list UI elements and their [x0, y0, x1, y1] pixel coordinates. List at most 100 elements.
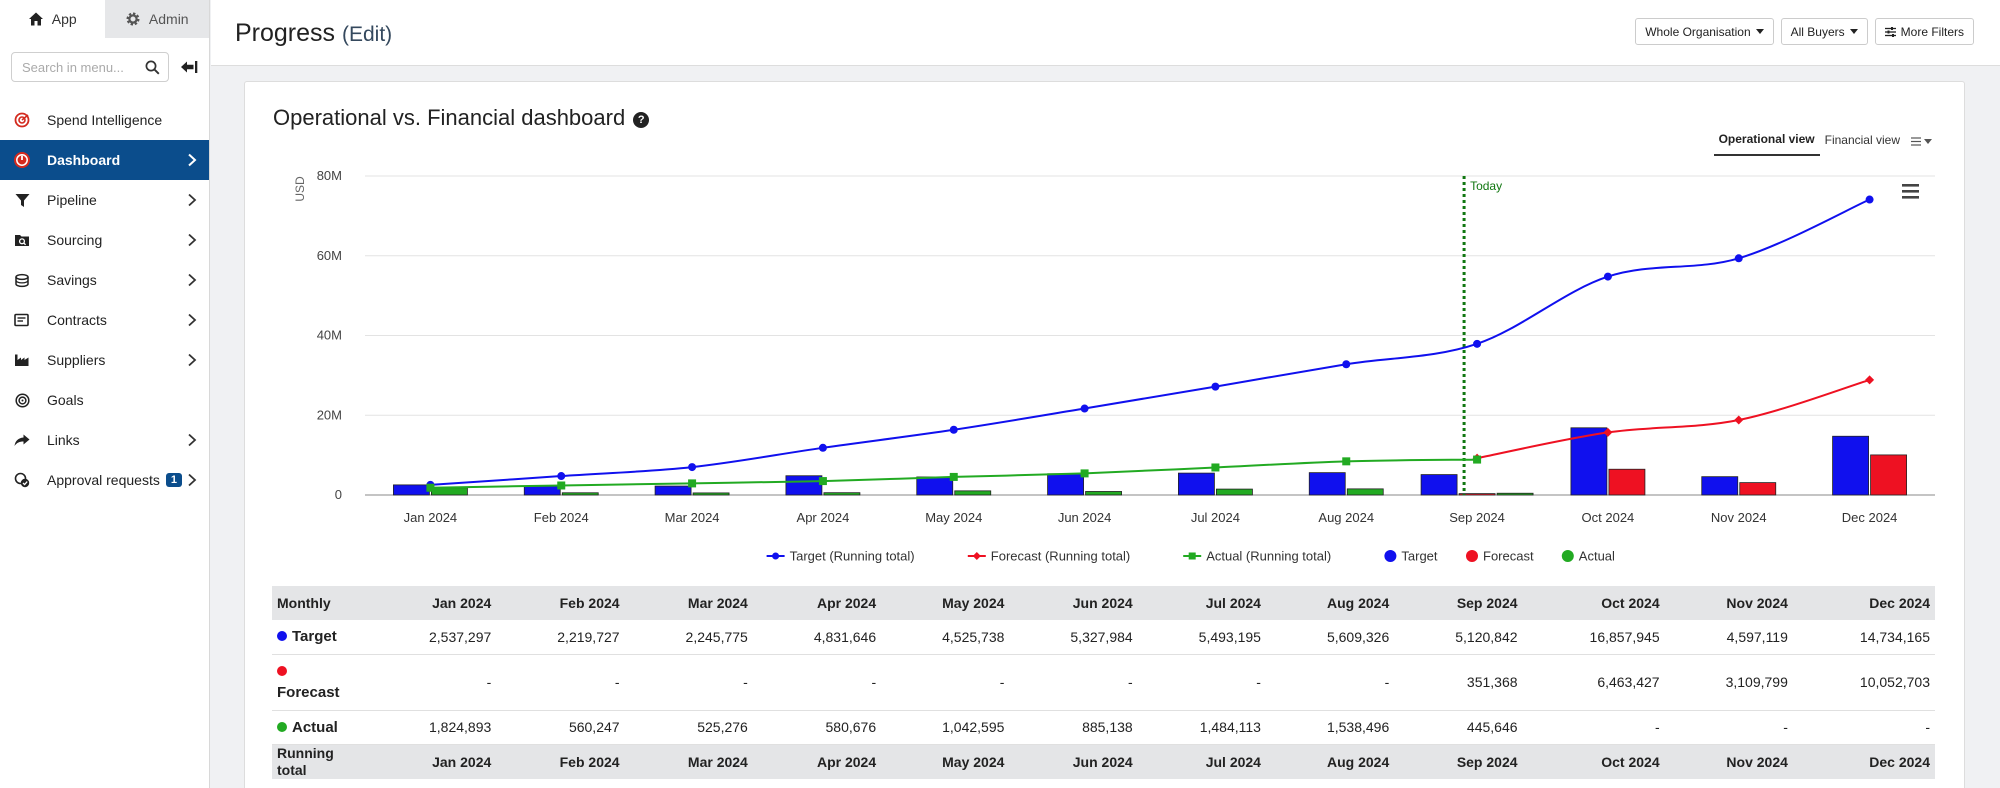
legend-item[interactable]: Target [1384, 549, 1438, 564]
table-header-cell: Nov 2024 [1664, 744, 1793, 779]
line-point [818, 443, 827, 452]
more-filters-button[interactable]: More Filters [1874, 18, 1974, 45]
legend-item[interactable]: Actual [1561, 549, 1615, 564]
table-header-cell: Dec 2024 [1792, 586, 1935, 620]
table-row-target: Target 2,537,297 2,219,727 2,245,775 4,8… [272, 620, 1935, 655]
table-header-cell: Apr 2024 [752, 744, 882, 779]
table-cell: 3,109,799 [1664, 654, 1793, 711]
bar-forecast [1458, 493, 1496, 496]
table-cell: 14,734,165 [1792, 620, 1935, 655]
help-icon[interactable]: ? [633, 111, 650, 128]
sidebar-tabs: App Admin [0, 0, 209, 38]
bar-actual [823, 492, 861, 496]
organisation-filter-dropdown[interactable]: Whole Organisation [1635, 18, 1774, 45]
tab-admin[interactable]: Admin [104, 0, 209, 38]
sidebar-item-label: Contracts [47, 312, 107, 328]
edit-link[interactable]: (Edit) [342, 23, 393, 46]
line-point [557, 481, 566, 490]
collapse-sidebar-button[interactable] [179, 57, 199, 77]
buyers-filter-dropdown[interactable]: All Buyers [1780, 18, 1868, 45]
search-icon[interactable] [145, 60, 160, 75]
sidebar-item-suppliers[interactable]: Suppliers [0, 340, 209, 380]
legend-item[interactable]: Forecast (Running total) [967, 549, 1130, 564]
chevron-right-icon [188, 313, 197, 327]
caret-down-icon [1849, 29, 1858, 34]
table-cell: 6,463,427 [1522, 654, 1665, 711]
table-cell: - [624, 654, 753, 711]
row-label-cell: Actual [272, 710, 368, 745]
view-options-menu[interactable] [1911, 136, 1932, 146]
card-title-text: Operational vs. Financial dashboard [273, 105, 626, 130]
y-tick-label: 20M [317, 407, 342, 422]
x-tick-label: Feb 2024 [534, 510, 589, 525]
chart-menu-icon[interactable] [1902, 184, 1919, 199]
target-icon [13, 391, 31, 409]
sidebar-item-sourcing[interactable]: Sourcing [0, 220, 209, 260]
line-point [688, 463, 697, 472]
sidebar-item-label: Goals [47, 392, 84, 408]
sidebar-item-goals[interactable]: Goals [0, 380, 209, 420]
organisation-filter-label: Whole Organisation [1645, 24, 1751, 39]
list-icon [1911, 136, 1921, 146]
line-point [949, 425, 958, 434]
bar-actual [692, 492, 730, 496]
table-header-cell: Dec 2024 [1792, 744, 1935, 779]
tab-app[interactable]: App [0, 0, 105, 38]
y-axis-label: USD [293, 176, 307, 202]
legend-item[interactable]: Target (Running total) [766, 549, 915, 564]
approval-icon [13, 471, 31, 489]
sidebar-item-links[interactable]: Links [0, 420, 209, 460]
sidebar-item-contracts[interactable]: Contracts [0, 300, 209, 340]
table-row-forecast: Forecast - - - - - - - - 351,368 6,463,4… [272, 654, 1935, 711]
sidebar-item-spend-intelligence[interactable]: Spend Intelligence [0, 100, 209, 140]
table-cell: 5,609,326 [1265, 620, 1395, 655]
table-header-cell: Aug 2024 [1265, 586, 1395, 620]
tab-operational-view[interactable]: Operational view [1713, 126, 1820, 156]
sidebar-item-label: Dashboard [47, 152, 121, 168]
table-cell: 10,052,703 [1792, 654, 1935, 711]
menu-search-input[interactable] [22, 59, 145, 75]
legend-label: Forecast [1483, 549, 1534, 564]
table-cell: 2,245,775 [624, 620, 753, 655]
x-tick-label: Sep 2024 [1449, 510, 1505, 525]
tab-admin-label: Admin [148, 11, 189, 27]
bar-actual [1085, 491, 1122, 496]
x-tick-label: Aug 2024 [1318, 510, 1374, 525]
sidebar-item-approval-requests[interactable]: Approval requests 1 [0, 460, 209, 500]
table-cell: 1,042,595 [881, 710, 1010, 745]
table-header-cell: May 2024 [881, 744, 1010, 779]
legend-item[interactable]: Forecast [1466, 549, 1534, 564]
today-label: Today [1470, 179, 1502, 193]
table-header-row: Monthly Jan 2024 Feb 2024 Mar 2024 Apr 2… [272, 586, 1935, 620]
table-cell: - [368, 654, 497, 711]
view-tabs: Operational view Financial view [1713, 126, 1932, 156]
table-cell: - [1522, 710, 1665, 745]
table-header-cell: May 2024 [881, 586, 1010, 620]
legend-marker [1561, 550, 1574, 562]
sidebar-item-pipeline[interactable]: Pipeline [0, 180, 209, 220]
x-tick-label: Nov 2024 [1711, 510, 1767, 525]
line-point [1603, 427, 1613, 437]
bar-actual [1346, 488, 1384, 496]
sliders-icon [1884, 26, 1896, 37]
gear-icon [126, 12, 140, 26]
x-tick-label: Dec 2024 [1842, 510, 1898, 525]
line-point [426, 483, 435, 492]
bar-target [1701, 476, 1739, 496]
line-point [1734, 254, 1743, 263]
legend-item[interactable]: Actual (Running total) [1183, 549, 1331, 564]
target-dot-icon [277, 631, 287, 642]
table-header-cell: Running total [272, 744, 368, 779]
table-header-cell: Apr 2024 [752, 586, 882, 620]
buyers-filter-label: All Buyers [1790, 24, 1845, 39]
bar-target [785, 475, 823, 496]
sidebar-item-savings[interactable]: Savings [0, 260, 209, 300]
line-point [1342, 360, 1351, 369]
dashboard-gauge-icon [13, 151, 31, 169]
y-tick-label: 0 [335, 487, 342, 502]
chevron-right-icon [188, 273, 197, 287]
caret-down-icon [1924, 138, 1932, 144]
tab-financial-view[interactable]: Financial view [1824, 133, 1900, 147]
row-label-cell: Target [272, 620, 368, 655]
sidebar-item-dashboard[interactable]: Dashboard [0, 140, 209, 180]
